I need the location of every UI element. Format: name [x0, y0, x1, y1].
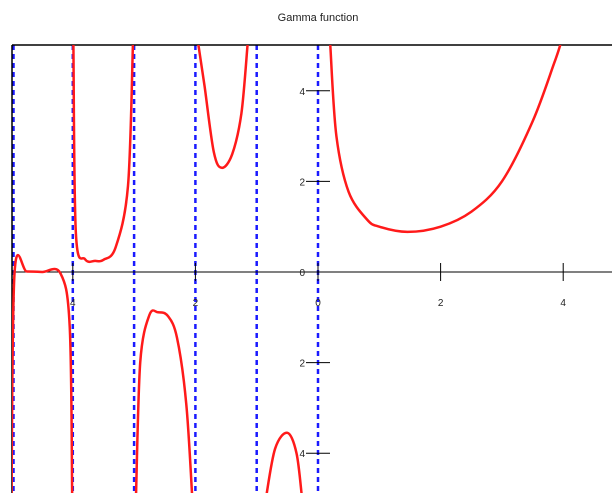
x-tick-label-3: 2 — [438, 298, 444, 309]
gamma-curve-branch-4 — [265, 431, 303, 493]
ticks: 4 2 0 2 4 4 2 0 2 4 — [70, 87, 566, 460]
gamma-curve-branch-5 — [329, 45, 562, 234]
chart-title: Gamma function — [278, 12, 359, 24]
y-tick-label-3: 2 — [299, 177, 305, 188]
gamma-curve-branch-3 — [197, 45, 249, 170]
y-tick-label-1: 2 — [299, 359, 305, 370]
axes — [11, 44, 612, 493]
x-tick-label-0: 4 — [70, 298, 76, 309]
x-tick-label-1: 2 — [193, 298, 199, 309]
y-tick-label-4: 4 — [299, 87, 305, 98]
asymptote-lines — [12, 45, 320, 493]
gamma-curve-branch-0 — [12, 253, 74, 493]
y-tick-label-2: 0 — [299, 268, 305, 279]
x-tick-label-2: 0 — [315, 298, 321, 309]
y-tick-label-0: 4 — [299, 449, 305, 460]
x-tick-label-4: 4 — [560, 298, 566, 309]
curve-series — [12, 45, 562, 493]
gamma-curve-branch-1 — [72, 45, 135, 264]
gamma-curve-branch-2 — [134, 309, 194, 493]
